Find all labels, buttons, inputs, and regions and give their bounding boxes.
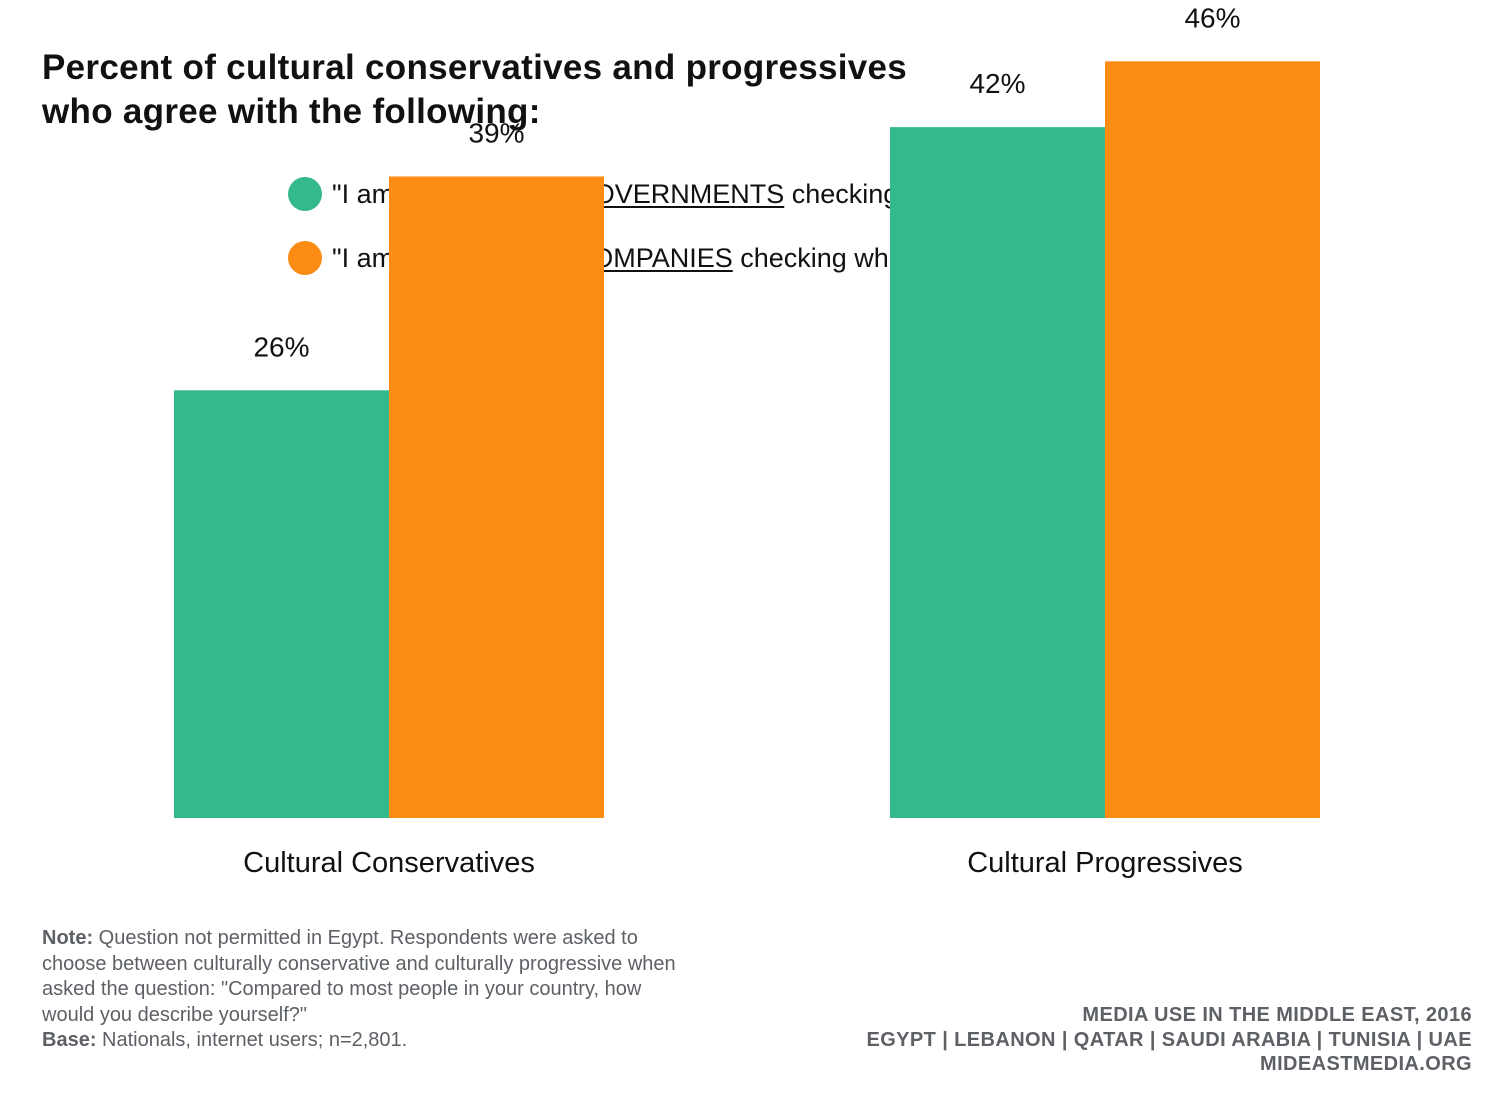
legend-swatch-governments — [288, 177, 322, 211]
bar-governments-conservatives — [174, 390, 389, 818]
bar-companies-conservatives — [389, 176, 604, 818]
bar-companies-progressives — [1105, 61, 1320, 819]
data-label-companies-conservatives: 39% — [468, 117, 524, 148]
note-text: Question not permitted in Egypt. Respond… — [42, 927, 676, 1026]
category-label-conservatives: Cultural Conservatives — [243, 847, 535, 879]
chart-title-line-2: who agree with the following: — [42, 92, 541, 131]
source-line-2: EGYPT | LEBANON | QATAR | SAUDI ARABIA |… — [866, 1028, 1472, 1051]
chart-title-line-1: Percent of cultural conservatives and pr… — [42, 48, 908, 87]
bar-governments-progressives — [890, 127, 1105, 819]
base-label: Base: — [42, 1029, 97, 1052]
data-label-governments-conservatives: 26% — [253, 331, 309, 362]
base-text: Nationals, internet users; n=2,801. — [96, 1029, 408, 1052]
source-line-1: MEDIA USE IN THE MIDDLE EAST, 2016 — [1082, 1004, 1472, 1026]
chart-title: Percent of cultural conservatives and pr… — [42, 46, 1022, 134]
note-label: Note: — [42, 927, 94, 949]
source-line-3: MIDEASTMEDIA.ORG — [1260, 1053, 1472, 1075]
data-label-governments-progressives: 42% — [969, 68, 1025, 99]
category-label-progressives: Cultural Progressives — [967, 847, 1243, 879]
data-label-companies-progressives: 46% — [1184, 2, 1240, 33]
legend-label-governments-emphasis: GOVERNMENTS — [572, 178, 785, 209]
footnote: Note: Question not permitted in Egypt. R… — [42, 926, 682, 1054]
legend-swatch-companies — [288, 241, 322, 275]
source-credit: MEDIA USE IN THE MIDDLE EAST, 2016 EGYPT… — [866, 1003, 1472, 1077]
